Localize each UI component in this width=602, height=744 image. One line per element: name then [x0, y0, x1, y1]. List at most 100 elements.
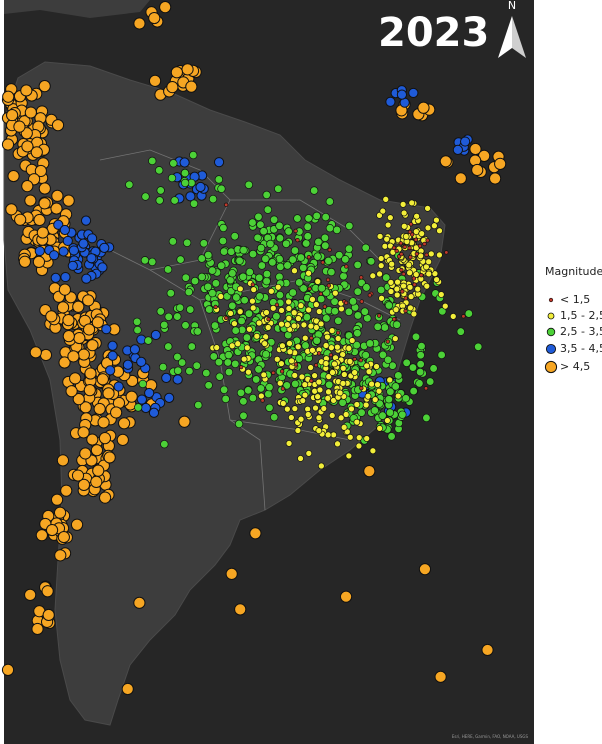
epicenter	[387, 279, 395, 286]
epicenter	[82, 294, 95, 307]
epicenter	[60, 271, 71, 283]
epicenter	[406, 269, 413, 277]
epicenter	[328, 412, 336, 419]
epicenter	[342, 411, 350, 418]
epicenter	[164, 392, 175, 403]
epicenter	[410, 310, 418, 318]
epicenter	[437, 350, 446, 360]
epicenter	[226, 276, 235, 285]
epicenter	[343, 300, 349, 306]
epicenter	[252, 375, 261, 384]
epicenter	[334, 440, 341, 448]
epicenter	[385, 408, 395, 417]
epicenter	[103, 451, 116, 464]
epicenter	[51, 119, 65, 132]
epicenter	[224, 202, 229, 207]
epicenter	[403, 296, 408, 301]
epicenter	[50, 493, 64, 506]
epicenter	[236, 285, 244, 293]
epicenter	[134, 403, 143, 412]
epicenter	[50, 202, 63, 215]
epicenter	[437, 291, 445, 298]
epicenter	[24, 588, 37, 601]
epicenter	[36, 226, 49, 239]
epicenter	[315, 427, 323, 434]
epicenter	[268, 258, 277, 267]
epicenter	[393, 291, 401, 299]
epicenter	[408, 255, 413, 260]
epicenter	[348, 337, 356, 344]
epicenter	[325, 197, 334, 206]
epicenter	[79, 447, 92, 460]
epicenter	[204, 381, 213, 390]
epicenter	[286, 340, 293, 347]
epicenter	[197, 272, 207, 282]
epicenter	[58, 283, 71, 296]
epicenter	[286, 348, 294, 356]
epicenter	[316, 351, 322, 356]
epicenter	[385, 339, 390, 344]
epicenter	[32, 255, 46, 268]
epicenter	[71, 469, 85, 482]
epicenter	[270, 413, 279, 422]
epicenter	[282, 239, 291, 248]
epicenter	[284, 227, 293, 236]
epicenter	[132, 317, 142, 327]
epicenter	[81, 273, 92, 284]
epicenter	[365, 368, 373, 375]
epicenter	[24, 106, 37, 119]
epicenter	[376, 285, 386, 295]
epicenter	[322, 360, 330, 367]
epicenter	[422, 241, 427, 247]
epicenter	[185, 366, 194, 376]
epicenter	[312, 211, 321, 221]
epicenter	[344, 307, 354, 317]
epicenter	[262, 190, 271, 200]
epicenter	[326, 283, 331, 288]
epicenter	[93, 402, 106, 416]
epicenter	[315, 308, 323, 315]
epicenter	[57, 530, 70, 544]
epicenter	[180, 168, 190, 178]
epicenter	[244, 309, 254, 318]
epicenter	[429, 364, 438, 373]
epicenter	[203, 282, 213, 291]
epicenter	[67, 260, 78, 271]
epicenter	[250, 282, 255, 287]
epicenter	[38, 79, 51, 93]
epicenter	[408, 222, 414, 227]
epicenter	[136, 356, 147, 367]
epicenter	[92, 464, 105, 477]
epicenter	[99, 242, 110, 254]
epicenter	[164, 342, 173, 351]
epicenter	[228, 342, 236, 350]
epicenter	[400, 209, 408, 217]
epicenter	[110, 406, 123, 419]
epicenter	[339, 380, 347, 387]
epicenter	[33, 213, 46, 227]
epicenter	[228, 269, 237, 278]
epicenter	[148, 11, 161, 25]
epicenter	[236, 308, 244, 316]
epicenter	[283, 321, 291, 329]
epicenter	[412, 282, 417, 287]
epicenter	[345, 221, 354, 231]
epicenter	[339, 364, 347, 372]
epicenter	[394, 371, 403, 380]
epicenter	[155, 196, 164, 205]
epicenter	[310, 186, 319, 195]
epicenter	[144, 387, 155, 399]
epicenter	[336, 389, 344, 397]
epicenter	[367, 293, 372, 298]
epicenter	[86, 433, 99, 446]
epicenter	[322, 304, 327, 309]
epicenter	[285, 440, 293, 447]
epicenter	[269, 304, 277, 312]
epicenter	[166, 81, 179, 94]
epicenter	[125, 390, 138, 403]
epicenter	[38, 182, 51, 195]
epicenter	[166, 289, 175, 298]
epicenter	[424, 224, 432, 232]
epicenter	[348, 297, 358, 306]
epicenter	[358, 358, 363, 363]
